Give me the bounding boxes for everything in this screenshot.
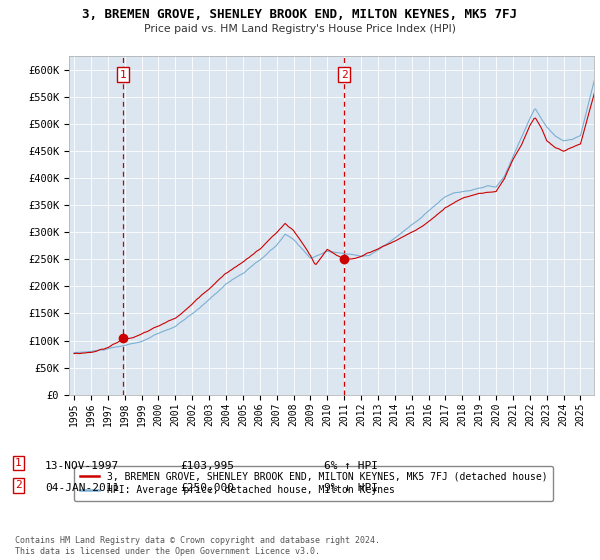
Text: 2: 2: [15, 480, 22, 491]
Text: 9% ↓ HPI: 9% ↓ HPI: [324, 483, 378, 493]
Text: 04-JAN-2011: 04-JAN-2011: [45, 483, 119, 493]
Text: £103,995: £103,995: [180, 461, 234, 471]
Text: 2: 2: [341, 69, 348, 80]
Text: 1: 1: [119, 69, 126, 80]
Text: 3, BREMEN GROVE, SHENLEY BROOK END, MILTON KEYNES, MK5 7FJ: 3, BREMEN GROVE, SHENLEY BROOK END, MILT…: [83, 8, 517, 21]
Text: £250,000: £250,000: [180, 483, 234, 493]
Text: Price paid vs. HM Land Registry's House Price Index (HPI): Price paid vs. HM Land Registry's House …: [144, 24, 456, 34]
Text: 13-NOV-1997: 13-NOV-1997: [45, 461, 119, 471]
Legend: 3, BREMEN GROVE, SHENLEY BROOK END, MILTON KEYNES, MK5 7FJ (detached house), HPI: 3, BREMEN GROVE, SHENLEY BROOK END, MILT…: [74, 466, 553, 501]
Text: 6% ↑ HPI: 6% ↑ HPI: [324, 461, 378, 471]
Text: 1: 1: [15, 458, 22, 468]
Text: Contains HM Land Registry data © Crown copyright and database right 2024.
This d: Contains HM Land Registry data © Crown c…: [15, 536, 380, 556]
